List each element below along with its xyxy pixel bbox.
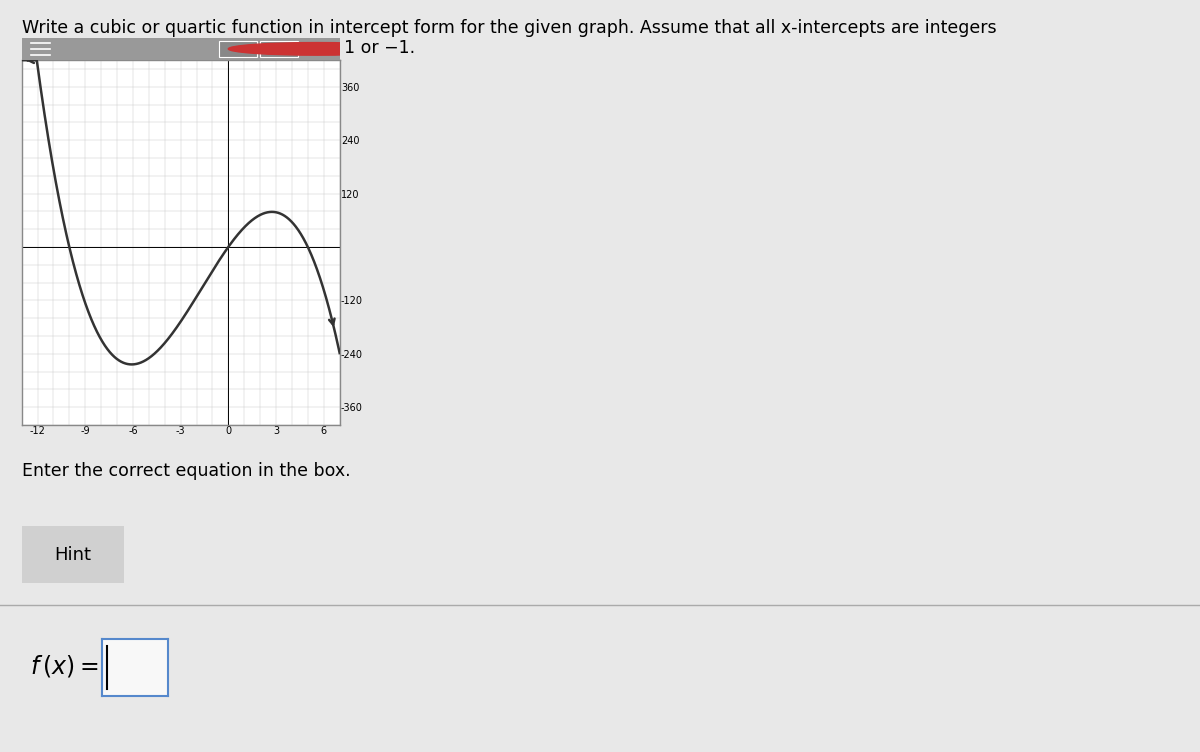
FancyBboxPatch shape <box>218 41 257 57</box>
Text: a: a <box>253 39 264 57</box>
Text: $f\,(x) =$: $f\,(x) =$ <box>30 653 98 678</box>
FancyBboxPatch shape <box>260 41 299 57</box>
Text: Write a cubic or quartic function in intercept form for the given graph. Assume : Write a cubic or quartic function in int… <box>22 19 996 37</box>
Text: is either 1 or −1.: is either 1 or −1. <box>262 39 415 57</box>
Text: and that the constant factor: and that the constant factor <box>22 39 272 57</box>
Circle shape <box>228 43 407 55</box>
Text: Hint: Hint <box>54 546 91 563</box>
Text: Enter the correct equation in the box.: Enter the correct equation in the box. <box>22 462 350 481</box>
